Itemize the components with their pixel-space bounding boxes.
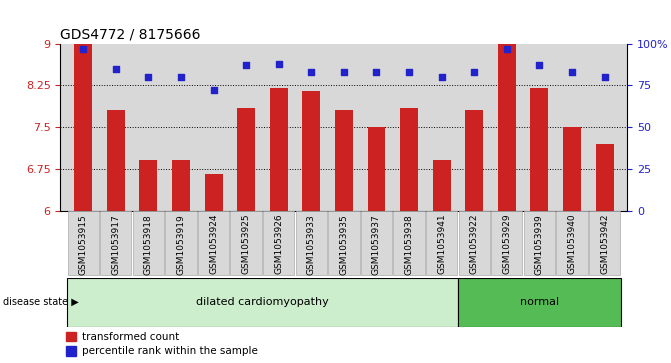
- Bar: [270, 88, 288, 211]
- Point: [599, 74, 610, 80]
- Text: GSM1053919: GSM1053919: [176, 214, 185, 274]
- Text: GSM1053937: GSM1053937: [372, 214, 381, 274]
- Bar: [66, 346, 76, 356]
- Text: GSM1053942: GSM1053942: [600, 214, 609, 274]
- Bar: [66, 332, 76, 341]
- FancyBboxPatch shape: [458, 278, 621, 327]
- Point: [143, 74, 154, 80]
- Bar: [237, 107, 255, 211]
- Text: GSM1053925: GSM1053925: [242, 214, 251, 274]
- Bar: [140, 160, 157, 211]
- Bar: [531, 88, 548, 211]
- FancyBboxPatch shape: [263, 211, 295, 275]
- FancyBboxPatch shape: [231, 211, 262, 275]
- Point: [566, 69, 577, 75]
- FancyBboxPatch shape: [589, 211, 620, 275]
- FancyBboxPatch shape: [100, 211, 132, 275]
- Text: disease state ▶: disease state ▶: [3, 297, 79, 307]
- Bar: [205, 174, 223, 211]
- Text: GSM1053915: GSM1053915: [79, 214, 88, 274]
- Text: GSM1053933: GSM1053933: [307, 214, 316, 274]
- Bar: [335, 110, 353, 211]
- Text: GSM1053938: GSM1053938: [405, 214, 413, 274]
- Bar: [563, 127, 581, 211]
- FancyBboxPatch shape: [556, 211, 588, 275]
- Text: GSM1053917: GSM1053917: [111, 214, 120, 274]
- Bar: [433, 160, 451, 211]
- FancyBboxPatch shape: [67, 278, 458, 327]
- Bar: [107, 110, 125, 211]
- FancyBboxPatch shape: [426, 211, 458, 275]
- Bar: [596, 144, 613, 211]
- Bar: [465, 110, 483, 211]
- Point: [436, 74, 447, 80]
- Bar: [303, 91, 320, 211]
- FancyBboxPatch shape: [328, 211, 360, 275]
- Text: transformed count: transformed count: [82, 331, 179, 342]
- Text: GSM1053940: GSM1053940: [568, 214, 576, 274]
- FancyBboxPatch shape: [491, 211, 523, 275]
- Text: GSM1053941: GSM1053941: [437, 214, 446, 274]
- FancyBboxPatch shape: [361, 211, 392, 275]
- FancyBboxPatch shape: [165, 211, 197, 275]
- Point: [176, 74, 187, 80]
- Bar: [172, 160, 190, 211]
- FancyBboxPatch shape: [133, 211, 164, 275]
- Text: normal: normal: [520, 297, 559, 307]
- FancyBboxPatch shape: [524, 211, 555, 275]
- Point: [371, 69, 382, 75]
- FancyBboxPatch shape: [458, 211, 490, 275]
- Text: GSM1053922: GSM1053922: [470, 214, 478, 274]
- Point: [469, 69, 480, 75]
- Point: [78, 46, 89, 52]
- Bar: [400, 107, 418, 211]
- Point: [241, 62, 252, 68]
- Text: GSM1053929: GSM1053929: [503, 214, 511, 274]
- Text: GSM1053939: GSM1053939: [535, 214, 544, 274]
- Point: [111, 66, 121, 72]
- Text: dilated cardiomyopathy: dilated cardiomyopathy: [196, 297, 329, 307]
- Text: GSM1053924: GSM1053924: [209, 214, 218, 274]
- Point: [534, 62, 545, 68]
- Point: [273, 61, 284, 66]
- Point: [501, 46, 512, 52]
- Text: GSM1053918: GSM1053918: [144, 214, 153, 274]
- Point: [208, 87, 219, 93]
- Text: percentile rank within the sample: percentile rank within the sample: [82, 346, 258, 356]
- Point: [306, 69, 317, 75]
- Bar: [74, 44, 92, 211]
- Text: GSM1053926: GSM1053926: [274, 214, 283, 274]
- FancyBboxPatch shape: [68, 211, 99, 275]
- Point: [404, 69, 415, 75]
- Bar: [498, 44, 516, 211]
- FancyBboxPatch shape: [296, 211, 327, 275]
- FancyBboxPatch shape: [393, 211, 425, 275]
- Point: [339, 69, 350, 75]
- Bar: [368, 127, 385, 211]
- Text: GSM1053935: GSM1053935: [340, 214, 348, 274]
- FancyBboxPatch shape: [198, 211, 229, 275]
- Text: GDS4772 / 8175666: GDS4772 / 8175666: [60, 27, 201, 41]
